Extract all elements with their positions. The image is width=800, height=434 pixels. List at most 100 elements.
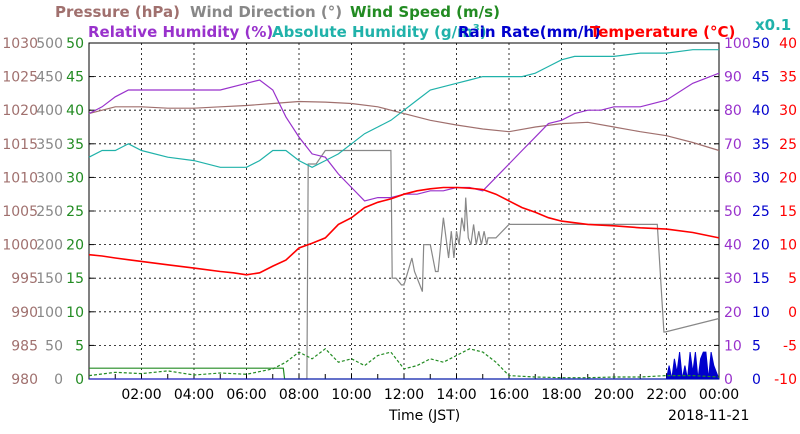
x-tick-label: 12:00 [384,387,424,403]
y-tick-label-wind-direction: 200 [36,238,63,254]
y-tick-label-wind-speed: 30 [66,170,84,186]
y-tick-label-rain-rate: 40 [752,103,770,119]
y-tick-label-temperature: 20 [779,170,797,186]
x-tick-label: 20:00 [594,387,634,403]
legend-absolute-humidity: Absolute Humidity (g/m3) [272,23,487,41]
y-tick-label-rain-rate: 25 [752,204,770,220]
x-tick-label: 18:00 [541,387,581,403]
y-tick-label-temperature: 10 [779,238,797,254]
y-axes: 9809859909951000100510101015102010251030… [2,36,797,388]
y-tick-label-wind-direction: 400 [36,103,63,119]
y-tick-label-wind-speed: 10 [66,305,84,321]
y-tick-label-temperature: 5 [788,271,797,287]
y-tick-label-relative-humidity: 0 [724,372,733,388]
x-tick-label: 22:00 [646,387,686,403]
y-tick-label-wind-direction: 50 [45,338,63,354]
grid [89,43,719,379]
y-tick-label-wind-direction: 300 [36,170,63,186]
y-tick-label-pressure: 1010 [2,170,38,186]
y-tick-label-temperature: 35 [779,70,797,86]
y-tick-label-rain-rate: 50 [752,36,770,52]
y-tick-label-wind-direction: 450 [36,70,63,86]
y-tick-label-rain-rate: 35 [752,137,770,153]
legend-temperature: Temperature (°C) [590,23,735,41]
x-axis: 02:00 04:00 06:00 08:00 10:00 12:00 14:00 16:00… [121,387,739,403]
series-pressure [88,100,720,152]
y-tick-label-wind-direction: 0 [54,372,63,388]
legend-pressure: Pressure (hPa) [55,3,180,21]
y-tick-label-wind-direction: 250 [36,204,63,220]
series-wind-direction-trace [89,149,720,380]
y-tick-label-wind-speed: 5 [75,338,84,354]
y-tick-label-relative-humidity: 30 [724,271,742,287]
y-tick-label-rain-rate: 10 [752,305,770,321]
x-tick-label: 06:00 [226,387,266,403]
y-tick-label-wind-direction: 100 [36,305,63,321]
legend-relative-humidity: Relative Humidity (%) [88,23,273,41]
y-tick-label-wind-speed: 0 [75,372,84,388]
y-tick-label-pressure: 1015 [2,137,38,153]
x-tick-label: 00:00 [699,387,739,403]
x-tick-label: 16:00 [489,387,529,403]
absolute-humidity-scale-note: x0.1 [755,16,791,34]
y-tick-label-pressure: 995 [11,271,38,287]
legend-wind-direction: Wind Direction (°) [190,3,342,21]
x-tick-label: 10:00 [331,387,371,403]
y-tick-label-temperature: 15 [779,204,797,220]
y-tick-label-temperature: -10 [774,372,797,388]
y-tick-label-rain-rate: 30 [752,170,770,186]
y-tick-label-rain-rate: 0 [752,372,761,388]
y-tick-label-pressure: 985 [11,338,38,354]
y-tick-label-pressure: 1030 [2,36,38,52]
y-tick-label-wind-speed: 45 [66,70,84,86]
y-tick-label-pressure: 990 [11,305,38,321]
y-tick-label-wind-speed: 15 [66,271,84,287]
y-tick-label-pressure: 980 [11,372,38,388]
y-tick-label-relative-humidity: 90 [724,70,742,86]
x-tick-label: 14:00 [436,387,476,403]
y-tick-label-temperature: 0 [788,305,797,321]
y-tick-label-rain-rate: 45 [752,70,770,86]
series-temperature [88,186,720,276]
x-tick-label: 08:00 [279,387,319,403]
y-tick-label-wind-speed: 25 [66,204,84,220]
y-tick-label-temperature: 30 [779,103,797,119]
x-tick-label: 04:00 [174,387,214,403]
x-tick-label: 02:00 [121,387,161,403]
y-tick-label-wind-speed: 50 [66,36,84,52]
y-tick-label-wind-speed: 20 [66,238,84,254]
y-tick-label-wind-direction: 150 [36,271,63,287]
y-tick-label-rain-rate: 15 [752,271,770,287]
y-tick-label-relative-humidity: 60 [724,170,742,186]
y-tick-label-pressure: 1005 [2,204,38,220]
legend-rain-rate: Rain Rate(mm/h) [458,23,601,41]
y-tick-label-rain-rate: 5 [752,338,761,354]
y-tick-label-wind-speed: 40 [66,103,84,119]
y-tick-label-relative-humidity: 50 [724,204,742,220]
y-tick-label-temperature: 25 [779,137,797,153]
date-label: 2018-11-21 [668,408,749,424]
y-tick-label-relative-humidity: 10 [724,338,742,354]
y-tick-label-relative-humidity: 80 [724,103,742,119]
y-tick-label-wind-direction: 500 [36,36,63,52]
y-tick-label-pressure: 1025 [2,70,38,86]
series-absolute-humidity [88,49,719,168]
y-tick-label-wind-direction: 350 [36,137,63,153]
x-axis-label: Time (JST) [388,408,460,424]
y-tick-label-pressure: 1000 [2,238,38,254]
y-tick-label-pressure: 1020 [2,103,38,119]
series-rain-rate [89,351,720,380]
y-tick-label-relative-humidity: 100 [724,36,751,52]
y-tick-label-relative-humidity: 20 [724,305,742,321]
y-tick-label-temperature: -5 [783,338,797,354]
y-tick-label-rain-rate: 20 [752,238,770,254]
series-relative-humidity [88,72,720,202]
series-wind-speed [88,348,720,379]
y-tick-label-relative-humidity: 70 [724,137,742,153]
y-tick-label-temperature: 40 [779,36,797,52]
y-tick-label-wind-speed: 35 [66,137,84,153]
y-tick-label-relative-humidity: 40 [724,238,742,254]
legend-wind-speed: Wind Speed (m/s) [350,3,500,21]
series-layer [88,49,720,380]
